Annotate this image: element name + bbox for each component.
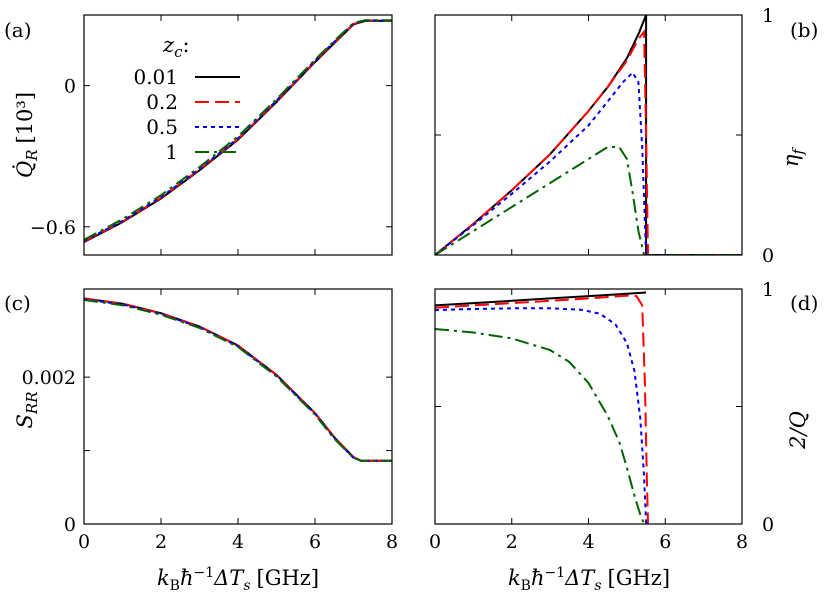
panel-d-xtick-label: 4 <box>582 531 594 553</box>
panel-a-series-0p2 <box>84 19 392 243</box>
panel-a-series-1 <box>84 19 392 241</box>
panel-a-ytick-label: 0 <box>64 76 76 98</box>
legend-entry-label: 0.5 <box>146 115 178 139</box>
panel-b-series-0p5 <box>435 70 742 255</box>
panel-label: (b) <box>790 18 818 42</box>
legend: zc: 0.010.20.51 <box>133 33 240 164</box>
ylabel-a: Q̇R[10³] <box>13 92 41 178</box>
panel-b-ytick-label: 1 <box>762 5 774 27</box>
panel-b-ytick-label: 0 <box>762 245 774 267</box>
panel-c-ytick-label: 0.002 <box>22 367 76 389</box>
panel-c-xtick-label: 6 <box>309 531 321 553</box>
panel-d-series-0p2 <box>435 294 649 524</box>
xlabel-c: kBħ−1ΔTs [GHz] <box>157 565 319 593</box>
panel-label: (a) <box>4 18 32 42</box>
panel-c-series-0p01 <box>84 297 392 462</box>
panel-a-ytick-label: −0.6 <box>30 217 76 239</box>
ylabel-c: SRR <box>13 392 41 429</box>
panel-a-frame <box>83 14 393 256</box>
panel-d: 0 2 4 6 801 <box>429 279 774 553</box>
legend-title: zc: <box>162 33 190 61</box>
panel-c-xtick-label: 0 <box>78 531 90 553</box>
panel-c-frame <box>83 288 393 525</box>
panel-c-series-1 <box>84 299 392 462</box>
panel-c-ytick-label: 0 <box>64 514 76 536</box>
panel-d-xtick-label: 6 <box>659 531 671 553</box>
legend-entry-label: 0.01 <box>133 65 178 89</box>
panel-d-series-0p01 <box>435 291 647 307</box>
panel-d-frame <box>434 288 743 525</box>
ylabel-b: ηf <box>779 146 807 167</box>
panel-d-ytick-label: 1 <box>762 279 774 301</box>
panel-c-xtick-label: 2 <box>155 531 167 553</box>
panel-d-ytick-label: 0 <box>762 514 774 536</box>
panel-c: 0 2 4 6 8 0 0.002 <box>22 288 398 553</box>
legend-entry-label: 0.2 <box>146 90 178 114</box>
panel-label: (d) <box>790 291 818 315</box>
panel-label: (c) <box>4 291 31 315</box>
panel-a: 0 −0.6 <box>30 14 393 256</box>
panel-b-series-1 <box>435 146 742 255</box>
panel-d-xtick-label: 0 <box>429 531 441 553</box>
panel-c-series-0p2 <box>84 297 392 462</box>
panel-b-series-0p2 <box>435 28 742 255</box>
panel-d-xtick-label: 8 <box>736 531 748 553</box>
ylabel-d: 2/Q <box>786 411 810 450</box>
panel-b: 01 <box>434 5 774 267</box>
xlabel-d: kBħ−1ΔTs [GHz] <box>508 565 670 593</box>
panel-a-series-0p5 <box>84 19 392 242</box>
panel-d-xtick-label: 2 <box>506 531 518 553</box>
panel-c-xtick-label: 8 <box>386 531 398 553</box>
panel-d-series-1 <box>435 328 646 524</box>
panel-c-series-0p5 <box>84 298 392 462</box>
panel-a-series-0p01 <box>84 19 392 243</box>
panel-d-series-0p5 <box>435 307 648 524</box>
panel-c-xtick-label: 4 <box>232 531 244 553</box>
legend-entry-label: 1 <box>165 140 178 164</box>
